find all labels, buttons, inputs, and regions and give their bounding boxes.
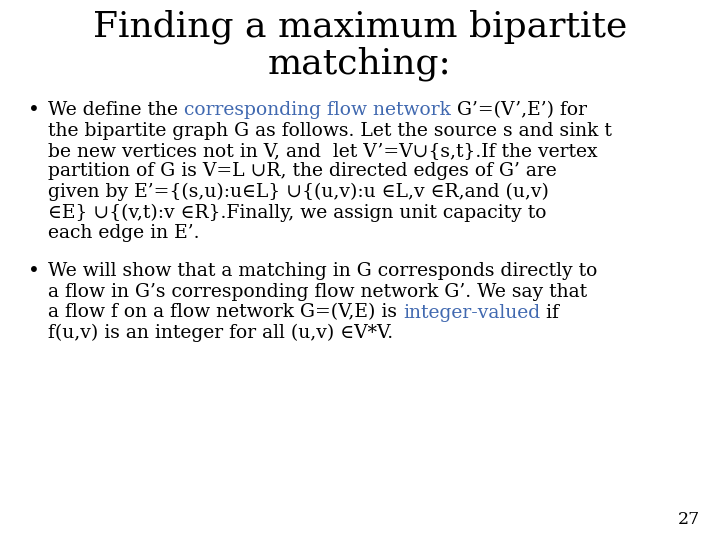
Text: •: • <box>28 262 40 281</box>
Text: a flow f on a flow network G=(V,E) is: a flow f on a flow network G=(V,E) is <box>48 303 403 321</box>
Text: f(u,v) is an integer for all (u,v) ∈V*V.: f(u,v) is an integer for all (u,v) ∈V*V. <box>48 324 393 342</box>
Text: ∈E} ∪{(v,t):v ∈R}.Finally, we assign unit capacity to: ∈E} ∪{(v,t):v ∈R}.Finally, we assign uni… <box>48 204 546 222</box>
Text: We define the: We define the <box>48 101 184 119</box>
Text: be new vertices not in V, and  let V’=V∪{s,t}.If the vertex: be new vertices not in V, and let V’=V∪{… <box>48 142 598 160</box>
Text: Finding a maximum bipartite: Finding a maximum bipartite <box>93 10 627 44</box>
Text: the bipartite graph G as follows. Let the source s and sink t: the bipartite graph G as follows. Let th… <box>48 122 612 139</box>
Text: a flow in G’s corresponding flow network G’. We say that: a flow in G’s corresponding flow network… <box>48 283 587 301</box>
Text: each edge in E’.: each edge in E’. <box>48 224 199 242</box>
Text: integer-valued: integer-valued <box>403 303 540 321</box>
Text: 27: 27 <box>678 511 700 528</box>
Text: corresponding flow network: corresponding flow network <box>184 101 451 119</box>
Text: •: • <box>28 101 40 120</box>
Text: given by E’={(s,u):u∈L} ∪{(u,v):u ∈L,v ∈R,and (u,v): given by E’={(s,u):u∈L} ∪{(u,v):u ∈L,v ∈… <box>48 183 549 201</box>
Text: We will show that a matching in G corresponds directly to: We will show that a matching in G corres… <box>48 262 598 280</box>
Text: G’=(V’,E’) for: G’=(V’,E’) for <box>451 101 587 119</box>
Text: partition of G is V=L ∪R, the directed edges of G’ are: partition of G is V=L ∪R, the directed e… <box>48 163 557 180</box>
Text: matching:: matching: <box>268 46 452 81</box>
Text: if: if <box>540 303 559 321</box>
